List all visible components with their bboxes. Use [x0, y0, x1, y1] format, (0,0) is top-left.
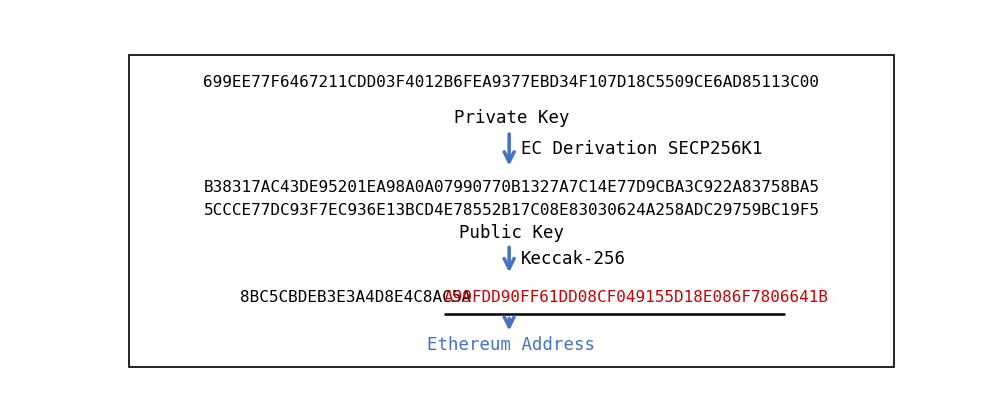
Text: Public Key: Public Key	[459, 224, 564, 242]
Text: Private Key: Private Key	[454, 109, 569, 127]
Text: 699EE77F6467211CDD03F4012B6FEA9377EBD34F107D18C5509CE6AD85113C00: 699EE77F6467211CDD03F4012B6FEA9377EBD34F…	[204, 75, 819, 90]
Text: Ethereum Address: Ethereum Address	[427, 336, 596, 354]
Text: Keccak-256: Keccak-256	[521, 250, 626, 268]
Text: 8BC5CBDEB3E3A4D8E4C8AC5A: 8BC5CBDEB3E3A4D8E4C8AC5A	[241, 290, 471, 305]
Text: A99FDD90FF61DD08CF049155D18E086F7806641B: A99FDD90FF61DD08CF049155D18E086F7806641B	[444, 290, 828, 305]
Text: 5CCCE77DC93F7EC936E13BCD4E78552B17C08E83030624A258ADC29759BC19F5: 5CCCE77DC93F7EC936E13BCD4E78552B17C08E83…	[204, 203, 819, 218]
Text: B38317AC43DE95201EA98A0A07990770B1327A7C14E77D9CBA3C922A83758BA5: B38317AC43DE95201EA98A0A07990770B1327A7C…	[204, 180, 819, 195]
Text: EC Derivation SECP256K1: EC Derivation SECP256K1	[521, 140, 762, 158]
